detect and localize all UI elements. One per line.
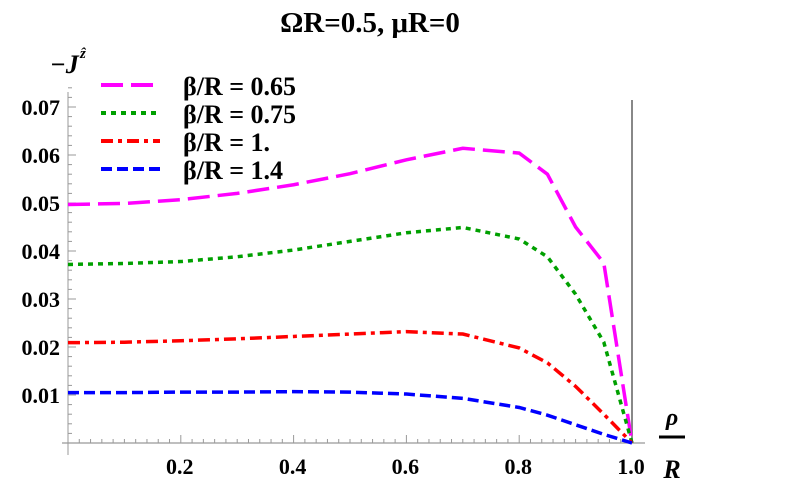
- y-tick-label: 0.02: [22, 335, 61, 360]
- legend-label: β/R = 0.75: [183, 100, 296, 129]
- series-group: [67, 146, 634, 445]
- y-tick-label: 0.03: [22, 287, 61, 312]
- y-tick-label: 0.05: [22, 191, 61, 216]
- x-tick-label: 0.8: [504, 454, 532, 479]
- legend-item: β/R = 1.: [101, 128, 270, 157]
- y-axis-label: −J ẑ: [50, 46, 87, 79]
- x-axis-label-numerator: ρ: [665, 405, 678, 431]
- y-axis-label-main: −J: [50, 50, 80, 79]
- x-axis-label: ρ R: [659, 405, 685, 484]
- chart-title: ΩR=0.5, μR=0: [280, 7, 460, 39]
- y-tick-label: 0.04: [22, 239, 61, 264]
- y-tick-label: 0.06: [22, 143, 61, 168]
- legend-label: β/R = 0.65: [183, 72, 296, 101]
- series-line: [68, 389, 633, 445]
- legend-label: β/R = 1.4: [183, 156, 283, 185]
- y-tick-label: 0.07: [22, 95, 61, 120]
- legend-item: β/R = 0.65: [101, 72, 296, 101]
- series-line: [67, 329, 634, 445]
- legend-item: β/R = 0.75: [101, 100, 296, 129]
- series-line: [67, 225, 634, 444]
- x-tick-label: 0.2: [166, 454, 194, 479]
- legend-item: β/R = 1.4: [101, 156, 283, 185]
- x-tick-label: 0.4: [279, 454, 307, 479]
- legend-label: β/R = 1.: [183, 128, 270, 157]
- y-axis-label-sup: ẑ: [79, 46, 87, 62]
- series-0: [67, 146, 634, 444]
- legend: β/R = 0.65β/R = 0.75β/R = 1.β/R = 1.4: [101, 72, 296, 185]
- series-3: [68, 389, 633, 445]
- series-1: [67, 225, 634, 444]
- x-axis-label-denominator: R: [662, 455, 680, 484]
- x-tick-label: 1.0: [617, 454, 645, 479]
- y-tick-label: 0.01: [22, 383, 61, 408]
- axes: 0.2 0.4 0.6 0.8 1.0 0.01 0.02 0.03 0.04 0.05 0.06 0…: [22, 87, 645, 479]
- series-2: [67, 329, 634, 445]
- series-line: [67, 146, 634, 444]
- x-tick-label: 0.6: [392, 454, 420, 479]
